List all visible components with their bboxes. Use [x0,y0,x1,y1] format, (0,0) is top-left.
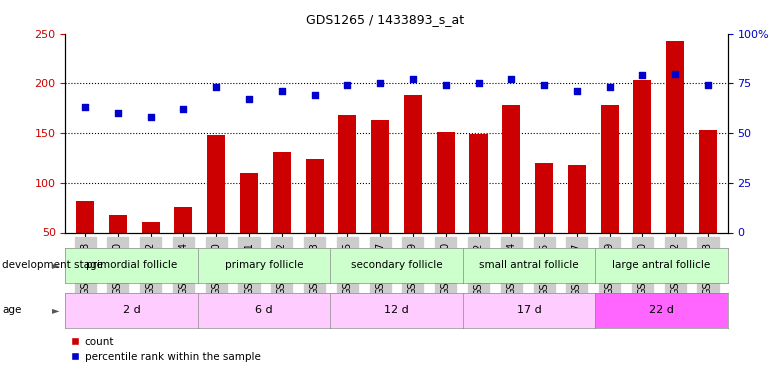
Text: development stage: development stage [2,260,103,270]
Point [472,81,484,87]
Point [79,104,92,110]
Point [636,72,648,78]
Bar [240,173,258,282]
Bar [666,41,685,282]
Text: 6 d: 6 d [256,305,273,315]
Bar [502,105,521,282]
Legend: count, percentile rank within the sample: count, percentile rank within the sample [67,333,265,366]
Bar [535,163,553,282]
Point [145,114,157,120]
Bar [601,105,618,282]
Point [571,88,583,94]
Point [276,88,288,94]
Bar [699,130,717,282]
Point [440,82,452,88]
Point [669,70,681,76]
Bar [437,132,455,282]
Text: 17 d: 17 d [517,305,541,315]
Text: secondary follicle: secondary follicle [351,260,442,270]
Text: primary follicle: primary follicle [225,260,303,270]
Bar [109,214,127,282]
Point [505,76,517,82]
Bar [338,115,357,282]
Point [604,84,616,90]
Point [309,92,321,98]
Point [341,82,353,88]
Text: 2 d: 2 d [122,305,141,315]
Point [112,110,124,116]
Bar [175,207,192,282]
Text: ►: ► [52,305,60,315]
Bar [371,120,389,282]
Point [701,82,714,88]
Point [538,82,551,88]
Point [210,84,223,90]
Text: primordial follicle: primordial follicle [86,260,177,270]
Bar [404,95,422,282]
Bar [306,159,323,282]
Text: 12 d: 12 d [384,305,409,315]
Bar [273,152,291,282]
Text: small antral follicle: small antral follicle [479,260,579,270]
Text: ►: ► [52,260,60,270]
Point [407,76,419,82]
Text: age: age [2,305,22,315]
Bar [207,135,226,282]
Bar [567,165,586,282]
Text: GDS1265 / 1433893_s_at: GDS1265 / 1433893_s_at [306,13,464,26]
Text: large antral follicle: large antral follicle [612,260,711,270]
Bar [634,81,651,282]
Point [243,96,255,102]
Bar [142,222,159,282]
Point [374,81,387,87]
Bar [470,134,487,282]
Point [177,106,189,112]
Bar [76,201,94,282]
Text: 22 d: 22 d [649,305,674,315]
